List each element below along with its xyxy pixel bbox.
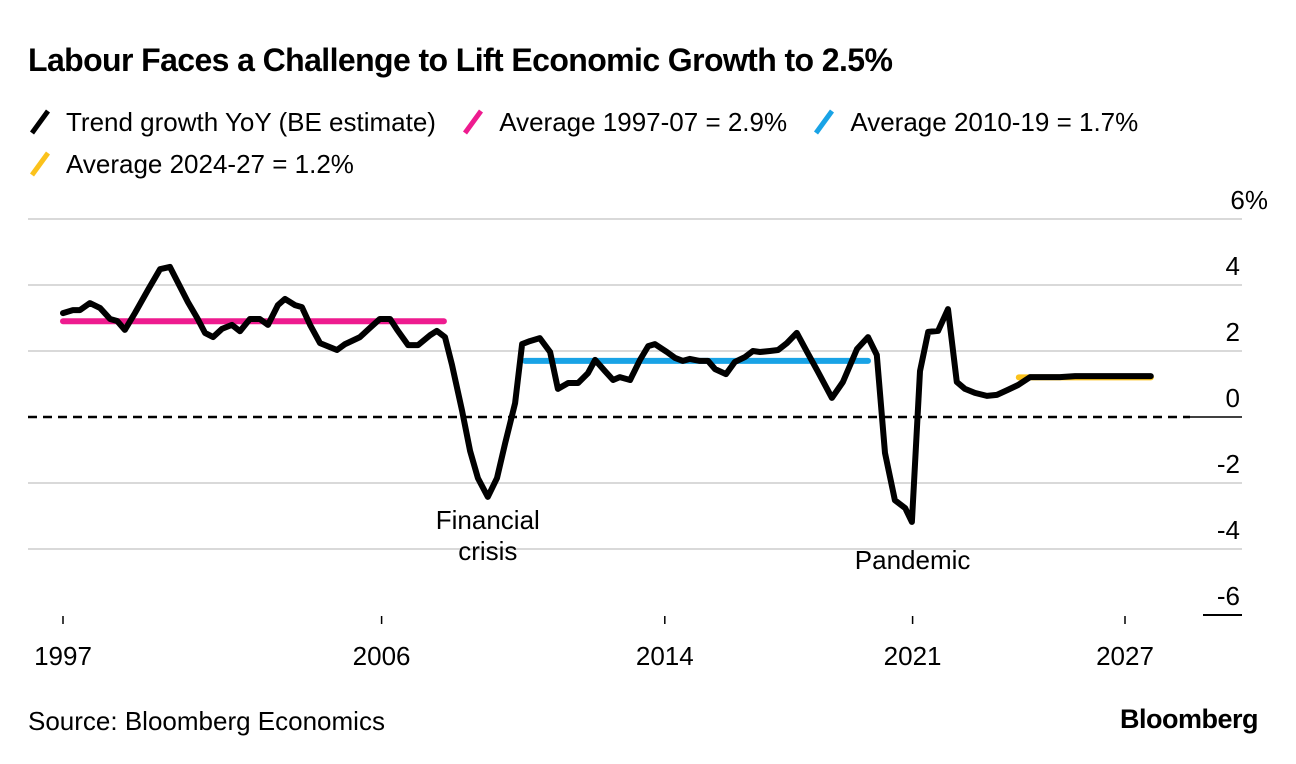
bloomberg-logo: Bloomberg <box>1119 704 1259 734</box>
annotation-label: crisis <box>458 536 517 566</box>
legend-swatch-yellow-icon <box>29 151 51 177</box>
legend-label: Average 2010-19 = 1.7% <box>850 107 1139 137</box>
x-tick-label: 2014 <box>636 641 694 671</box>
legend-swatch-trend-icon <box>29 109 51 135</box>
y-axis: 6% 4 2 0 -2 -4 -6 <box>1203 185 1268 616</box>
y-tick-label: 6% <box>1230 185 1268 215</box>
legend-item-avg-2024-27: Average 2024-27 = 1.2% <box>28 146 354 182</box>
y-tick-label: 0 <box>1226 383 1240 413</box>
legend-label: Average 1997-07 = 2.9% <box>499 107 788 137</box>
y-tick-label: 4 <box>1226 251 1240 281</box>
legend-item-trend: Trend growth YoY (BE estimate) <box>28 104 436 140</box>
trend-growth-series <box>60 263 1154 525</box>
trend-growth-line <box>60 263 1154 525</box>
legend-item-avg-2010-19: Average 2010-19 = 1.7% <box>812 104 1138 140</box>
legend: Trend growth YoY (BE estimate) Average 1… <box>28 104 1278 188</box>
chart-title: Labour Faces a Challenge to Lift Economi… <box>28 42 893 78</box>
legend-swatch-blue-icon <box>814 109 835 135</box>
legend-label: Average 2024-27 = 1.2% <box>66 149 354 179</box>
x-axis: 1997 2006 2014 2021 2027 <box>34 616 1154 671</box>
y-tick-label: 2 <box>1226 317 1240 347</box>
y-tick-label: -4 <box>1217 515 1240 545</box>
x-tick-label: 2021 <box>884 641 942 671</box>
x-tick-label: 1997 <box>34 641 92 671</box>
annotation-label: Financial <box>436 505 540 535</box>
source-note: Source: Bloomberg Economics <box>28 706 385 736</box>
legend-label: Trend growth YoY (BE estimate) <box>66 107 436 137</box>
gridlines <box>28 218 1242 550</box>
legend-swatch-pink-icon <box>463 109 484 135</box>
x-tick-label: 2006 <box>353 641 411 671</box>
legend-item-avg-1997-07: Average 1997-07 = 2.9% <box>461 104 787 140</box>
y-tick-label: -2 <box>1217 449 1240 479</box>
y-tick-label: -6 <box>1217 581 1240 611</box>
annotation-label: Pandemic <box>855 545 971 575</box>
x-tick-label: 2027 <box>1096 641 1154 671</box>
